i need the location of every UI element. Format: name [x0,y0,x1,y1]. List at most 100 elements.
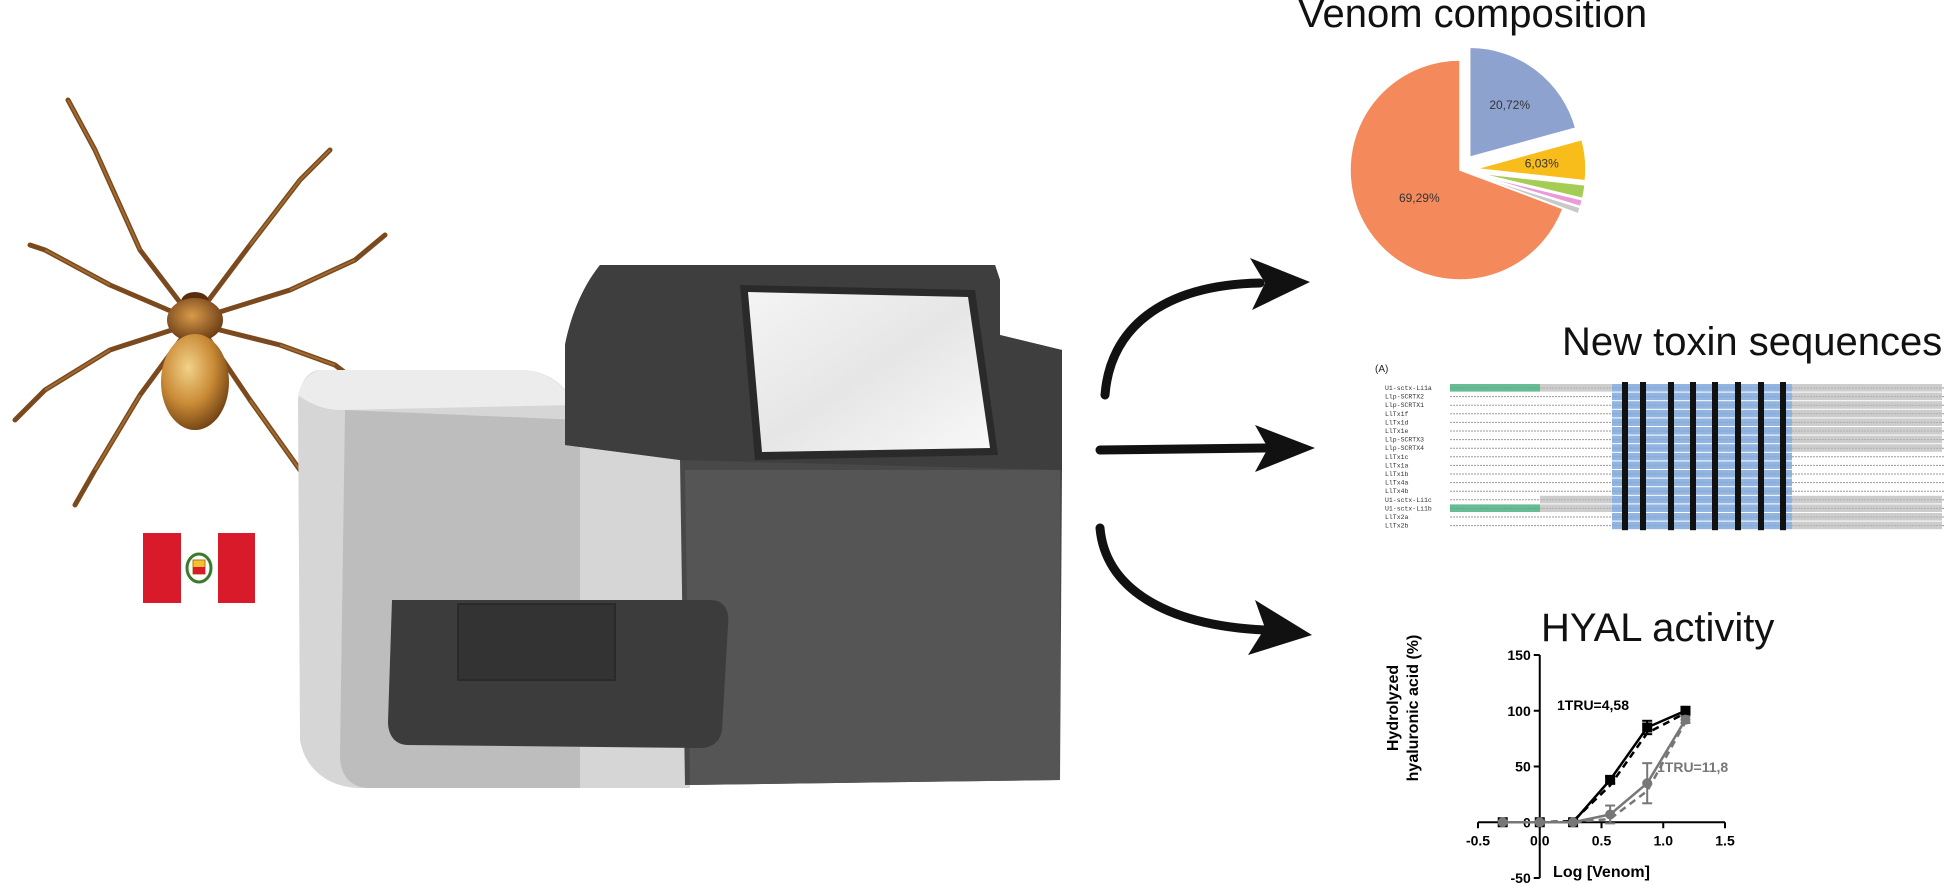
alignment-conserved-block [1612,487,1792,495]
coat-of-arms-icon [185,552,213,584]
venom-composition-title: Venom composition [1298,0,1648,36]
hyal-point-circle [1680,714,1691,725]
alignment-cysteine-column [1735,382,1741,531]
alignment-signal-peptide [1450,384,1540,392]
alignment-conserved-block [1612,470,1792,478]
workflow-arrows [1095,278,1270,635]
device-screen [748,292,990,452]
hyal-x-tick-label: -0.5 [1466,832,1490,848]
hyal-x-tick-label: 0.0 [1530,832,1550,848]
mass-spectrometer-illustration [298,265,1062,788]
pie-slice [1468,46,1577,159]
alignment-tail-block [1792,384,1942,392]
alignment-conserved-block [1612,409,1792,418]
alignment-sequence-name: Llp-SCRTX3 [1385,437,1424,444]
alignment-tail-block [1792,427,1942,435]
peru-flag [143,533,255,603]
alignment-sequence-name: LlTx4b [1385,488,1409,495]
alignment-panel-label: (A) [1375,364,1389,375]
alignment-conserved-block [1612,495,1792,504]
alignment-cysteine-column [1668,382,1674,531]
alignment-sequence-name: Llp-SCRTX1 [1385,402,1424,409]
alignment-propeptide [1540,495,1612,504]
alignment-conserved-block [1612,427,1792,435]
arrowheads [1248,258,1315,655]
hyal-y-tick-label: 50 [1515,759,1531,775]
pie-slice [1349,59,1564,281]
alignment-sequence-name: LlTx1f [1385,411,1409,418]
alignment-sequence-name: LlTx4a [1385,480,1409,487]
alignment-conserved-block [1612,392,1792,401]
alignment-tail-block [1792,504,1942,512]
alignment-conserved-block [1612,504,1792,512]
alignment-sequence-name: Llp-SCRTX4 [1385,445,1424,452]
alignment-tail-block [1792,401,1942,409]
alignment-conserved-block [1612,521,1792,530]
alignment-cysteine-column [1712,382,1718,531]
alignment-cysteine-column [1780,382,1786,531]
spider-abdomen [161,334,229,430]
hyal-activity-title: HYAL activity [1541,606,1775,650]
venom-composition-pie-chart: 20,72% 6,03% 69,29% [1349,46,1587,281]
alignment-sequence-name: Llp-SCRTX2 [1385,394,1424,401]
hyal-annotation-gray: 1TRU=11,8 [1657,759,1728,775]
hyal-x-axis-label: Log [Venom] [1553,864,1650,881]
toxin-sequence-alignment: U1-sctx-Li1aLlp-SCRTX2Llp-SCRTX1LlTx1fLl… [1385,382,1945,531]
hyal-point-square [1605,774,1616,785]
alignment-sequence-name: U1-sctx-Li1b [1385,505,1432,512]
pie-slice [1475,173,1584,208]
drawer-handle [457,603,616,681]
hyal-x-tick-label: 1.5 [1715,832,1735,848]
hyal-annotation-black: 1TRU=4,58 [1557,697,1629,713]
alignment-tail-block [1792,444,1942,452]
hyal-ylabel-line2: hyaluronic acid (%) [1405,635,1422,782]
alignment-conserved-block [1612,513,1792,521]
alignment-conserved-block [1612,452,1792,461]
hyal-series-line [1502,721,1687,824]
alignment-tail-block [1792,418,1942,426]
arrow-to-hyal-activity [1095,523,1270,635]
alignment-sequence-name: LlTx1d [1385,419,1409,426]
pie-slice-label: 6,03% [1525,156,1559,170]
alignment-tail-block [1792,392,1942,401]
pie-slice [1475,138,1587,182]
alignment-cysteine-column [1640,382,1646,531]
alignment-sequence-name: LlTx2a [1385,514,1409,521]
alignment-conserved-block [1612,418,1792,426]
alignment-tail-block [1792,495,1942,504]
hyal-y-tick-label: -50 [1511,870,1531,886]
alignment-conserved-block [1612,461,1792,469]
alignment-tail-block [1792,409,1942,418]
alignment-conserved-block [1612,384,1792,392]
spider-leg-highlights [44,99,356,471]
hyal-x-tick-label: 1.0 [1654,832,1674,848]
alignment-tail-block [1792,521,1942,530]
arrow-to-new-toxin-sequences [1095,443,1270,455]
alignment-signal-peptide [1450,504,1540,512]
alignment-propeptide [1540,504,1612,512]
alignment-sequence-name: LlTx1b [1385,471,1409,478]
hyal-y-tick-label: 150 [1507,647,1531,663]
arrow-to-venom-composition [1100,278,1265,400]
device-dark-front [685,470,1060,785]
alignment-conserved-block [1612,401,1792,409]
alignment-tail-block [1792,435,1942,444]
alignment-cysteine-column [1622,382,1628,531]
alignment-cysteine-column [1690,382,1696,531]
alignment-sequence-name: LlTx1e [1385,428,1409,435]
device-light-top [298,370,575,410]
hyal-point-square [1680,705,1691,716]
alignment-sequence-name: LlTx1c [1385,454,1409,461]
alignment-sequence-name: LlTx1a [1385,462,1409,469]
hyal-y-tick-label: 100 [1507,703,1531,719]
alignment-tail-block [1792,513,1942,521]
alignment-conserved-block [1612,435,1792,444]
new-toxin-sequences-title: New toxin sequences [1562,320,1943,364]
alignment-sequence-name: U1-sctx-Li1a [1385,385,1432,392]
hyal-activity-chart: Hydrolyzed hyaluronic acid (%) -50050100… [1385,635,1735,886]
hyal-ylabel-line1: Hydrolyzed [1385,665,1402,751]
pie-slice-label: 69,29% [1399,191,1440,205]
pie-slice [1475,172,1586,200]
alignment-propeptide [1540,384,1612,392]
